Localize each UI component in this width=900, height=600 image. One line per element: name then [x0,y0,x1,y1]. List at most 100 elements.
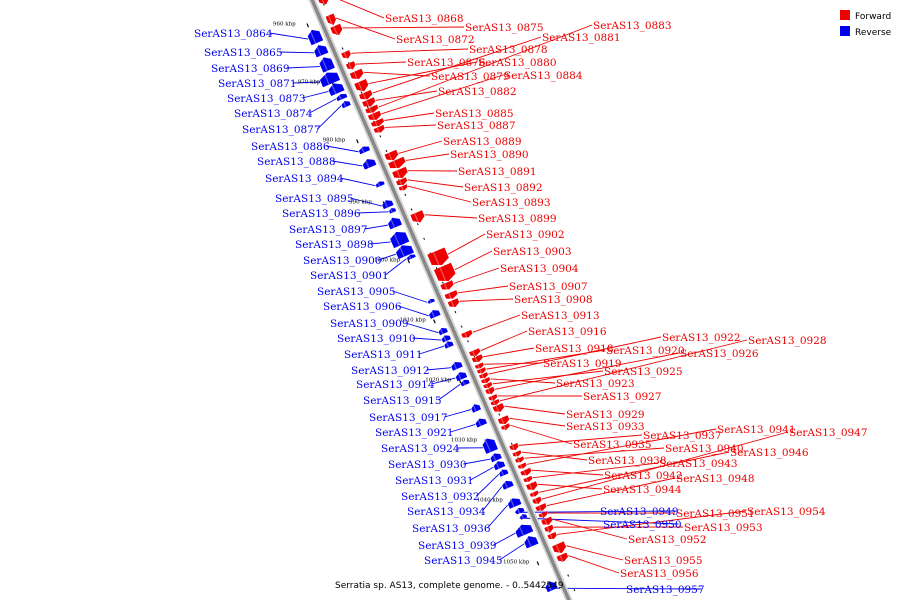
gene-label[interactable]: SerAS13_0942 [604,470,683,482]
gene-label[interactable]: SerAS13_0875 [465,22,544,34]
gene-feature[interactable] [440,280,454,290]
gene-label[interactable]: SerAS13_0914 [356,379,435,391]
gene-feature[interactable] [354,79,369,92]
gene-feature[interactable] [444,290,458,299]
gene-label[interactable]: SerAS13_0945 [424,555,503,567]
gene-label[interactable]: SerAS13_0890 [450,149,529,161]
gene-feature[interactable] [544,524,554,532]
gene-label[interactable]: SerAS13_0911 [344,349,423,361]
gene-label[interactable]: SerAS13_0886 [251,141,330,153]
gene-label[interactable]: SerAS13_0938 [588,455,667,467]
gene-label[interactable]: SerAS13_0917 [369,412,448,424]
gene-feature[interactable] [328,83,345,96]
gene-label[interactable]: SerAS13_0957 [626,584,705,596]
gene-label[interactable]: SerAS13_0892 [464,182,543,194]
gene-feature[interactable] [492,403,505,412]
gene-feature[interactable] [523,475,533,482]
gene-feature[interactable] [358,146,371,155]
gene-label[interactable]: SerAS13_0952 [628,534,707,546]
gene-label[interactable]: SerAS13_0904 [500,263,579,275]
gene-feature[interactable] [314,45,329,58]
gene-label[interactable]: SerAS13_0944 [603,484,682,496]
gene-feature[interactable] [336,93,348,102]
gene-label[interactable]: SerAS13_0948 [676,473,755,485]
gene-label[interactable]: SerAS13_0934 [407,506,486,518]
gene-label[interactable]: SerAS13_0910 [337,333,416,345]
gene-label[interactable]: SerAS13_0906 [323,301,402,313]
gene-label[interactable]: SerAS13_0898 [295,239,374,251]
gene-feature[interactable] [359,90,373,100]
gene-feature[interactable] [341,101,351,109]
gene-feature[interactable] [490,453,502,463]
gene-label[interactable]: SerAS13_0929 [566,409,645,421]
gene-label[interactable]: SerAS13_0932 [401,491,480,503]
gene-feature[interactable] [330,23,343,35]
gene-feature[interactable] [515,507,525,515]
gene-label[interactable]: SerAS13_0895 [275,193,354,205]
gene-feature[interactable] [517,462,527,469]
gene-feature[interactable] [520,467,532,476]
gene-feature[interactable] [433,262,456,282]
gene-label[interactable]: SerAS13_0951 [676,508,755,520]
gene-features[interactable] [307,0,569,593]
gene-feature[interactable] [502,480,514,490]
gene-label[interactable]: SerAS13_0946 [730,447,809,459]
gene-feature[interactable] [365,104,379,114]
gene-feature[interactable] [475,418,488,428]
gene-label[interactable]: SerAS13_0872 [396,34,475,46]
gene-label[interactable]: SerAS13_0923 [556,378,635,390]
gene-feature[interactable] [485,386,495,395]
gene-feature[interactable] [507,498,522,509]
gene-feature[interactable] [388,156,406,169]
gene-feature[interactable] [371,118,385,127]
gene-label[interactable]: SerAS13_0902 [486,229,565,241]
gene-feature[interactable] [319,72,341,88]
gene-label[interactable]: SerAS13_0874 [234,108,313,120]
gene-label[interactable]: SerAS13_0897 [289,224,368,236]
gene-feature[interactable] [373,124,385,133]
gene-feature[interactable] [345,61,356,70]
gene-feature[interactable] [451,361,463,371]
gene-label[interactable]: SerAS13_0888 [257,156,336,168]
gene-label[interactable]: SerAS13_0954 [747,506,826,518]
gene-label[interactable]: SerAS13_0936 [412,523,491,535]
gene-label[interactable]: SerAS13_0868 [385,13,464,25]
gene-label[interactable]: SerAS13_0864 [194,28,273,40]
gene-feature[interactable] [382,200,394,210]
gene-label[interactable]: SerAS13_0869 [211,63,290,75]
gene-feature[interactable] [349,68,364,80]
gene-feature[interactable] [524,536,539,549]
gene-label[interactable]: SerAS13_0900 [303,255,382,267]
gene-feature[interactable] [515,524,534,538]
gene-feature[interactable] [395,245,414,259]
gene-label[interactable]: SerAS13_0943 [659,458,738,470]
gene-label[interactable]: SerAS13_0928 [748,335,827,347]
gene-label[interactable]: SerAS13_0881 [542,32,621,44]
gene-feature[interactable] [410,210,425,223]
gene-label[interactable]: SerAS13_0912 [351,365,430,377]
gene-label[interactable]: SerAS13_0871 [218,78,297,90]
gene-label[interactable]: SerAS13_0953 [684,522,763,534]
gene-feature[interactable] [388,217,402,230]
gene-label[interactable]: SerAS13_0939 [418,540,497,552]
gene-label[interactable]: SerAS13_0889 [443,136,522,148]
gene-label[interactable]: SerAS13_0877 [242,124,321,136]
gene-label[interactable]: SerAS13_0931 [395,475,474,487]
gene-feature[interactable] [384,149,399,161]
gene-feature[interactable] [325,13,337,25]
gene-feature[interactable] [341,50,351,59]
gene-feature[interactable] [362,97,376,107]
gene-feature[interactable] [474,362,484,369]
gene-feature[interactable] [319,57,335,73]
gene-feature[interactable] [547,532,557,540]
gene-label[interactable]: SerAS13_0924 [381,443,460,455]
gene-label[interactable]: SerAS13_0909 [330,318,409,330]
gene-label[interactable]: SerAS13_0893 [472,197,551,209]
gene-label[interactable]: SerAS13_0880 [478,57,557,69]
gene-label[interactable]: SerAS13_0949 [600,506,679,518]
gene-feature[interactable] [538,511,548,518]
gene-feature[interactable] [476,367,486,374]
gene-label[interactable]: SerAS13_0905 [317,286,396,298]
gene-feature[interactable] [481,377,491,384]
